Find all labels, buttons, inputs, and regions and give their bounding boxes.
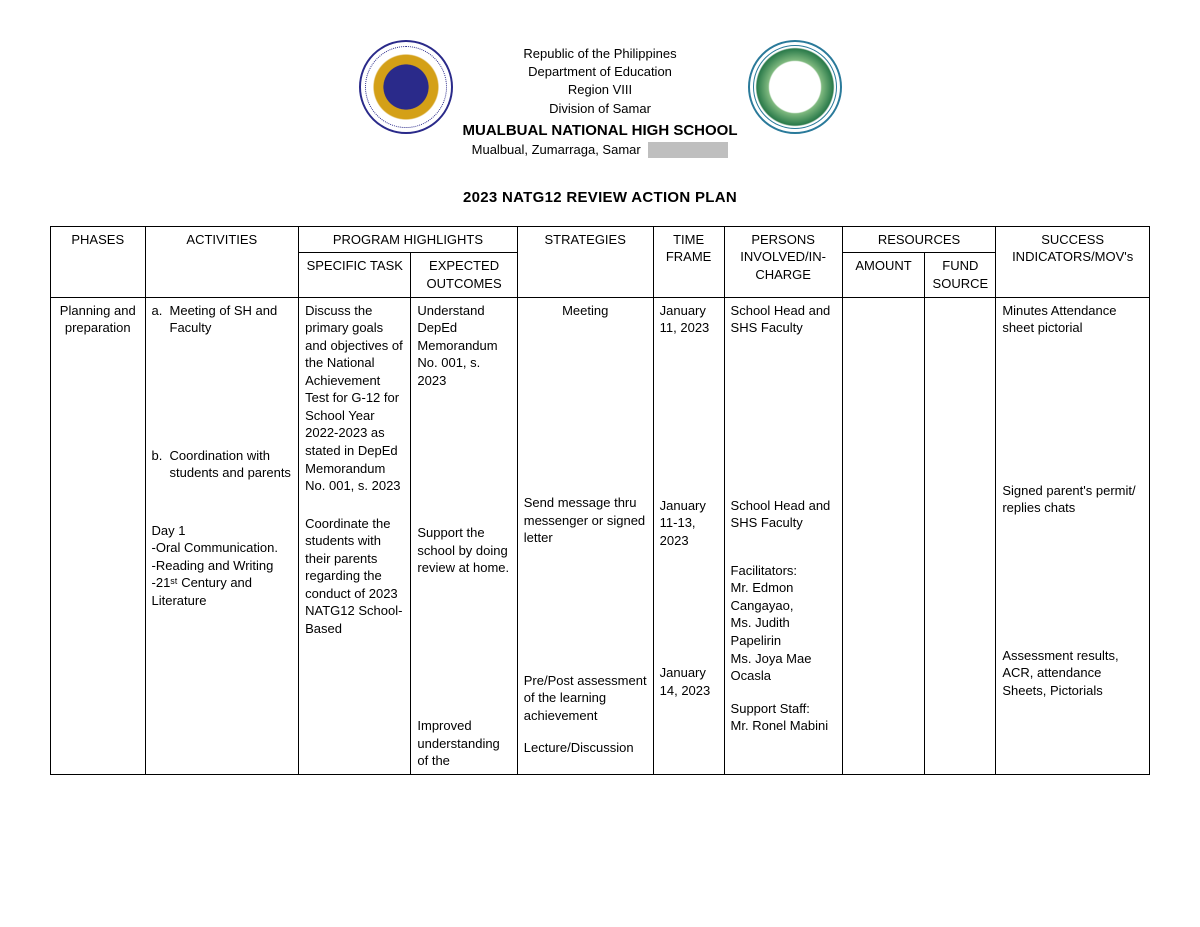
day-1-block: Day 1 -Oral Communication. -Reading and … — [152, 522, 293, 610]
day1-line: -Oral Communication. — [152, 539, 293, 557]
activity-text: Meeting of SH and Faculty — [170, 302, 293, 337]
task-text: Coordinate the students with their paren… — [305, 515, 404, 638]
persons-text: School Head and SHS Faculty — [731, 497, 836, 532]
col-phases: PHASES — [51, 226, 146, 297]
deped-seal-icon — [359, 40, 453, 134]
activity-b: b. Coordination with students and parent… — [152, 447, 293, 482]
cell-fund-source — [925, 297, 996, 774]
cell-specific-task: Discuss the primary goals and objectives… — [299, 297, 411, 774]
col-program: PROGRAM HIGHLIGHTS — [299, 226, 518, 253]
header-line-2: Department of Education — [463, 63, 738, 81]
cell-time-frame: January 11, 2023 January 11-13, 2023 Jan… — [653, 297, 724, 774]
activity-text: Coordination with students and parents — [170, 447, 293, 482]
cell-success: Minutes Attendance sheet pictorial Signe… — [996, 297, 1150, 774]
success-text: Signed parent's permit/ replies chats — [1002, 482, 1143, 517]
cell-phase: Planning and preparation — [51, 297, 146, 774]
day1-title: Day 1 — [152, 522, 293, 540]
persons-text: Ms. Joya Mae Ocasla — [731, 650, 836, 685]
letterhead: Republic of the Philippines Department o… — [50, 40, 1150, 159]
strategy-text: Lecture/Discussion — [524, 739, 647, 757]
cell-persons: School Head and SHS Faculty School Head … — [724, 297, 842, 774]
action-plan-table: PHASES ACTIVITIES PROGRAM HIGHLIGHTS STR… — [50, 226, 1150, 775]
col-strategies: STRATEGIES — [517, 226, 653, 297]
day1-line: -Reading and Writing — [152, 557, 293, 575]
activity-marker: b. — [152, 447, 170, 482]
col-time: TIME FRAME — [653, 226, 724, 297]
col-success: SUCCESS INDICATORS/MOV's — [996, 226, 1150, 297]
day1-line: -21ˢᵗ Century and Literature — [152, 574, 293, 609]
persons-text: Facilitators: — [731, 562, 836, 580]
header-line-1: Republic of the Philippines — [463, 45, 738, 63]
success-text: Minutes Attendance sheet pictorial — [1002, 302, 1143, 337]
activity-marker: a. — [152, 302, 170, 337]
strategy-text: Meeting — [524, 302, 647, 320]
strategy-text: Pre/Post assessment of the learning achi… — [524, 672, 647, 725]
cell-strategies: Meeting Send message thru messenger or s… — [517, 297, 653, 774]
header-line-3: Region VIII — [463, 81, 738, 99]
col-amount: AMOUNT — [842, 253, 925, 297]
success-text: Assessment results, ACR, attendance Shee… — [1002, 647, 1143, 700]
persons-text: Mr. Edmon Cangayao, — [731, 579, 836, 614]
persons-text: School Head and SHS Faculty — [731, 302, 836, 337]
persons-text: Support Staff: — [731, 700, 836, 718]
table-header-row-1: PHASES ACTIVITIES PROGRAM HIGHLIGHTS STR… — [51, 226, 1150, 253]
table-row: Planning and preparation a. Meeting of S… — [51, 297, 1150, 774]
school-location: Mualbual, Zumarraga, Samar — [472, 141, 641, 159]
outcome-text: Understand DepEd Memorandum No. 001, s. … — [417, 302, 510, 390]
col-outcome: EXPECTED OUTCOMES — [411, 253, 517, 297]
col-activities: ACTIVITIES — [145, 226, 299, 297]
activity-a: a. Meeting of SH and Faculty — [152, 302, 293, 337]
time-text: January 11-13, 2023 — [660, 497, 718, 550]
col-task: SPECIFIC TASK — [299, 253, 411, 297]
col-persons: PERSONS INVOLVED/IN-CHARGE — [724, 226, 842, 297]
persons-text: Mr. Ronel Mabini — [731, 717, 836, 735]
outcome-text: Support the school by doing review at ho… — [417, 524, 510, 577]
school-name: MUALBUAL NATIONAL HIGH SCHOOL — [463, 120, 738, 141]
persons-text: Ms. Judith Papelirin — [731, 614, 836, 649]
time-text: January 11, 2023 — [660, 302, 718, 337]
col-resources: RESOURCES — [842, 226, 996, 253]
cell-expected-outcome: Understand DepEd Memorandum No. 001, s. … — [411, 297, 517, 774]
page-title: 2023 NATG12 REVIEW ACTION PLAN — [50, 189, 1150, 206]
school-seal-icon — [748, 40, 842, 134]
header-line-4: Division of Samar — [463, 100, 738, 118]
cell-activities: a. Meeting of SH and Faculty b. Coordina… — [145, 297, 299, 774]
strategy-text: Send message thru messenger or signed le… — [524, 494, 647, 547]
task-text: Discuss the primary goals and objectives… — [305, 302, 404, 495]
outcome-text: Improved understanding of the — [417, 717, 510, 770]
col-fund: FUND SOURCE — [925, 253, 996, 297]
redaction-bar — [648, 142, 728, 158]
cell-amount — [842, 297, 925, 774]
header-text-block: Republic of the Philippines Department o… — [463, 40, 738, 159]
time-text: January 14, 2023 — [660, 664, 718, 699]
